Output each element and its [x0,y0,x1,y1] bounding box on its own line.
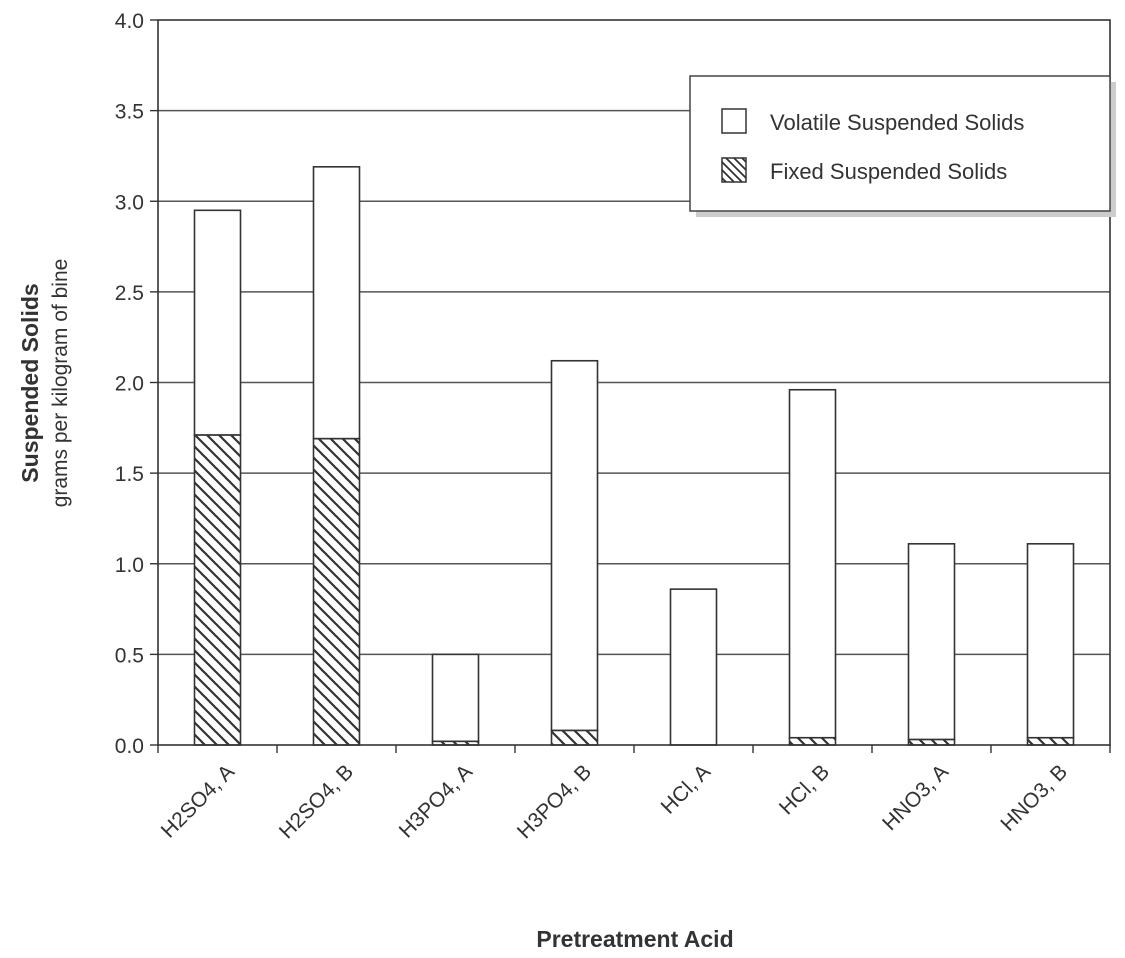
bar-volatile [550,359,599,732]
x-tick-label: H2SO4, A [157,760,239,842]
x-tick-labels: H2SO4, A H2SO4, B H3PO4, A H3PO4, B HCl, A HC… [157,760,1072,843]
y-tick-label: 1.0 [115,554,144,577]
y-tick-label: 2.0 [115,373,144,396]
y-tick-label: 3.0 [115,191,144,214]
bar-fixed [1026,736,1075,746]
legend-label-fixed: Fixed Suspended Solids [770,159,1007,184]
bar-volatile [312,166,361,440]
x-tick-label: HNO3, B [996,760,1072,836]
bar-fixed [788,736,837,746]
bar-volatile [907,543,956,741]
legend-swatch-volatile [721,108,747,134]
legend-box [689,75,1111,212]
bar-volatile [1026,543,1075,739]
bar-fixed [193,434,242,746]
bars [193,166,1075,746]
legend-swatch-fixed [721,157,747,183]
x-tick-label: HCl, A [657,760,715,818]
y-tick-label: 2.5 [115,282,144,305]
y-axis-subtitle: grams per kilogram of bine [49,259,72,508]
x-tick-label: H3PO4, A [395,760,477,842]
y-axis-title: Suspended Solids [17,283,43,482]
x-tick-label: H3PO4, B [513,760,596,843]
y-tick-label: 4.0 [115,10,144,33]
bar-volatile [788,388,837,739]
y-tick-label: 3.5 [115,101,144,124]
x-tick-label: HNO3, A [878,760,953,835]
x-tick-label: HCl, B [775,760,834,819]
y-tick-label: 1.5 [115,463,144,486]
axes [150,19,1111,753]
bar-fixed [907,738,956,746]
y-tick-label: 0.0 [115,735,144,758]
legend: Volatile Suspended Solids Fixed Suspende… [689,75,1116,217]
bar-volatile [193,209,242,436]
legend-label-volatile: Volatile Suspended Solids [770,110,1024,135]
bar-volatile [669,588,718,746]
bar-fixed [312,437,361,746]
bar-volatile [431,653,480,743]
y-tick-label: 0.5 [115,644,144,667]
x-tick-label: H2SO4, B [275,760,358,843]
x-axis-title: Pretreatment Acid [536,926,733,952]
bar-fixed [550,729,599,746]
y-tick-labels: 0.0 0.5 1.0 1.5 2.0 2.5 3.0 3.5 4.0 [115,10,144,758]
